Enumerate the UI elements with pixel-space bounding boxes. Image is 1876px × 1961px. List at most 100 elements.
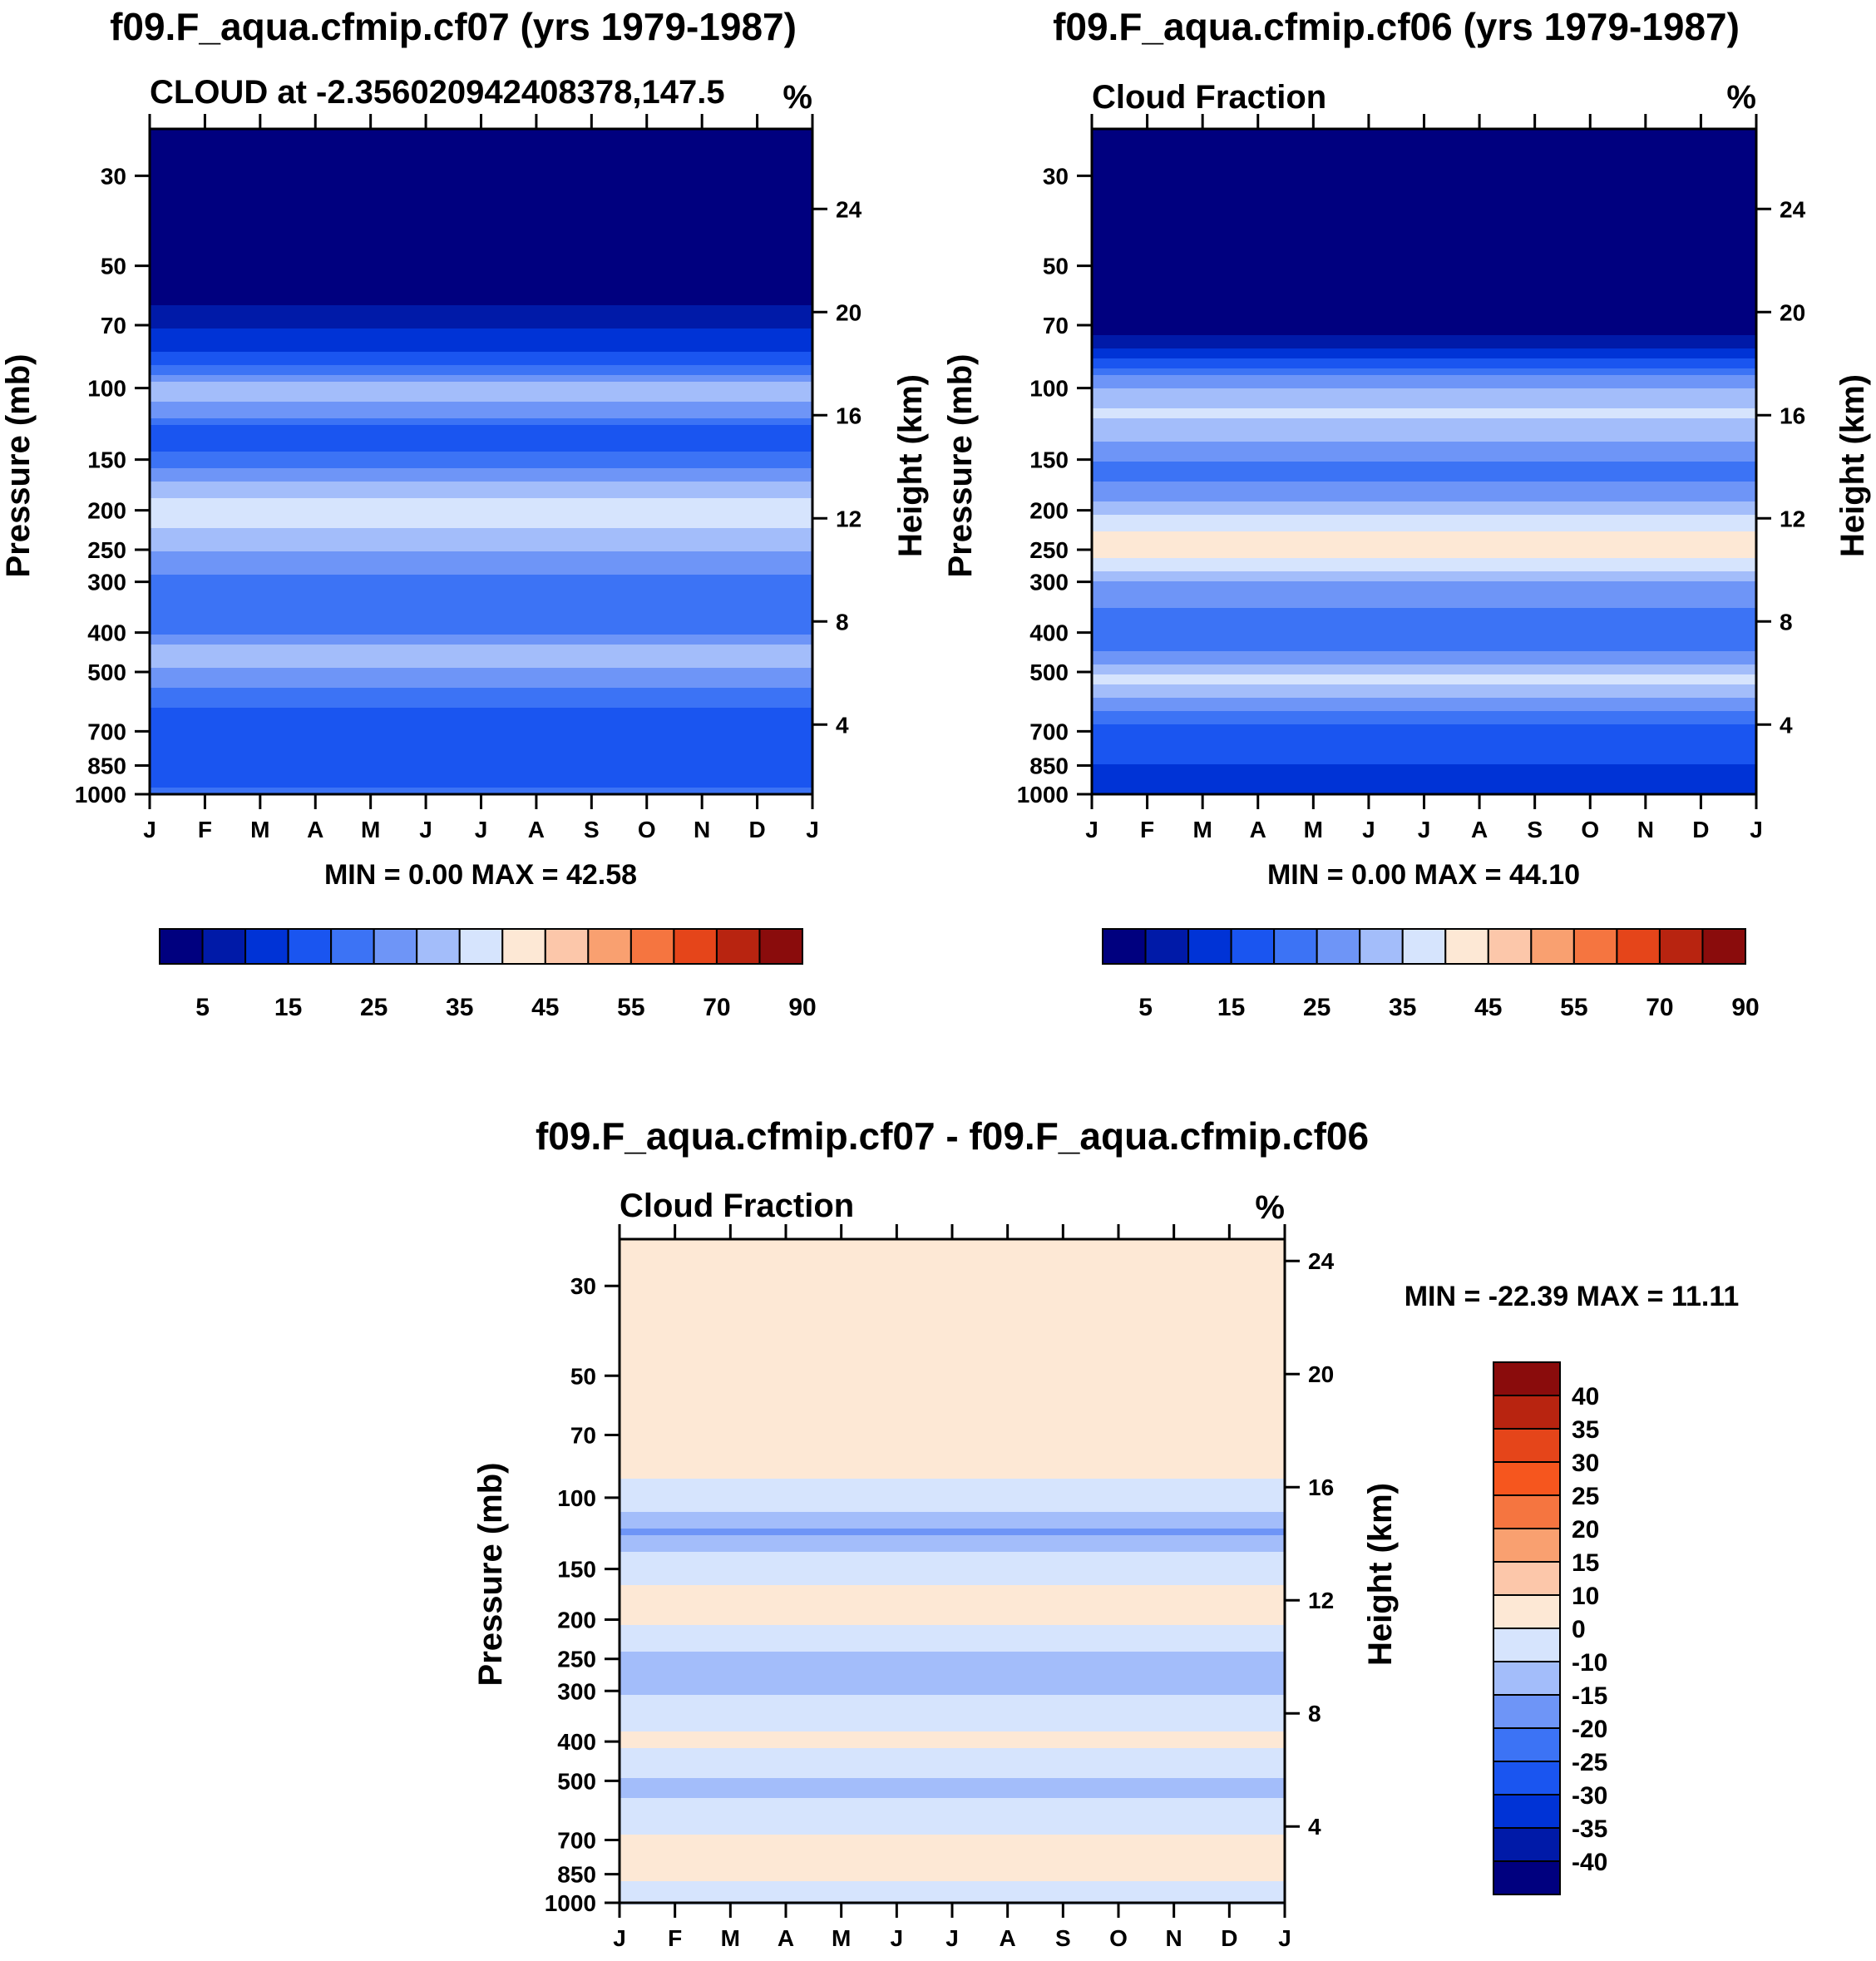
contour-band — [150, 392, 812, 396]
contour-band — [150, 468, 812, 472]
contour-band — [150, 711, 812, 715]
contour-band — [150, 292, 812, 296]
y2-tick-label: 20 — [836, 299, 861, 325]
colorbar-label: 5 — [1138, 994, 1153, 1021]
contour-band — [620, 1618, 1285, 1623]
contour-band — [1092, 698, 1756, 702]
contour-band — [1092, 674, 1756, 679]
contour-band — [620, 1595, 1285, 1599]
contour-band — [620, 1598, 1285, 1603]
y-tick-label: 850 — [1029, 753, 1069, 779]
contour-band — [1092, 315, 1756, 319]
contour-band — [150, 645, 812, 649]
contour-band — [1092, 482, 1756, 486]
contour-band — [1092, 728, 1756, 732]
contour-band — [620, 1382, 1285, 1386]
contour-band — [1092, 239, 1756, 243]
contour-band — [620, 1319, 1285, 1323]
contour-band — [1092, 398, 1756, 403]
colorbar-label: -30 — [1572, 1782, 1607, 1810]
colorbar-box — [629, 928, 675, 965]
panel-difference: f09.F_aqua.cfmip.cf07 - f09.F_aqua.cfmip… — [472, 1114, 1739, 1951]
contour-band — [1092, 195, 1756, 200]
contour-band — [150, 382, 812, 386]
contour-band — [150, 172, 812, 176]
colorbar-box — [1493, 1528, 1561, 1563]
contour-band — [1092, 774, 1756, 778]
contour-band — [150, 342, 812, 346]
contour-band — [620, 1435, 1285, 1440]
contour-band — [150, 338, 812, 343]
contour-band — [150, 345, 812, 349]
contour-band — [150, 478, 812, 482]
colorbar-box — [1102, 928, 1147, 965]
contour-band — [1092, 754, 1756, 758]
contour-band — [150, 482, 812, 486]
contour-band — [620, 1838, 1285, 1842]
colorbar-box — [1493, 1661, 1561, 1696]
contour-band — [620, 1868, 1285, 1872]
y2-tick-label: 8 — [1308, 1701, 1321, 1726]
y-tick-label: 500 — [1029, 659, 1069, 685]
contour-band — [150, 545, 812, 549]
contour-band — [150, 631, 812, 635]
y2-tick-label: 12 — [1308, 1588, 1334, 1613]
y-tick-label: 300 — [1029, 570, 1069, 595]
contour-band — [1092, 595, 1756, 599]
contour-band — [1092, 225, 1756, 230]
contour-band — [1092, 215, 1756, 220]
contour-band — [620, 1332, 1285, 1336]
colorbar-box — [1701, 928, 1747, 965]
contour-band — [1092, 172, 1756, 176]
x-tick-label: J — [891, 1925, 904, 1951]
contour-band — [620, 1778, 1285, 1782]
contour-band — [620, 1415, 1285, 1420]
contour-band — [150, 129, 812, 133]
contour-band — [1092, 132, 1756, 136]
contour-band — [1092, 751, 1756, 755]
contour-band — [150, 501, 812, 506]
contour-band — [620, 1715, 1285, 1719]
contour-band — [620, 1795, 1285, 1799]
colorbar-box — [501, 928, 546, 965]
y-tick-label: 150 — [87, 447, 126, 473]
y2-tick-label: 24 — [1308, 1248, 1335, 1274]
contour-band — [1092, 455, 1756, 459]
contour-band — [150, 635, 812, 639]
contour-band — [1092, 232, 1756, 236]
contour-band — [150, 498, 812, 502]
contour-band — [620, 1871, 1285, 1875]
contour-band — [150, 388, 812, 393]
contour-band — [1092, 139, 1756, 143]
contour-band — [1092, 491, 1756, 496]
contour-band — [150, 289, 812, 293]
x-tick-label: J — [1085, 817, 1098, 842]
contour-band — [1092, 518, 1756, 522]
y-axis-label: Pressure (mb) — [0, 354, 37, 578]
contour-band — [620, 1708, 1285, 1712]
contour-band — [620, 1645, 1285, 1649]
colorbar-box — [458, 928, 504, 965]
contour-band — [150, 328, 812, 333]
colorbar: 5 15 25 35 45 55 70 90 — [1102, 928, 1760, 1021]
colorbar-label: 35 — [1389, 994, 1416, 1021]
contour-band — [150, 325, 812, 329]
contour-band — [150, 219, 812, 223]
contour-band — [620, 1761, 1285, 1766]
contour-band — [150, 791, 812, 795]
contour-band — [1092, 136, 1756, 140]
contour-band — [1092, 185, 1756, 190]
contour-band — [620, 1272, 1285, 1277]
contour-band — [1092, 285, 1756, 289]
contour-band — [620, 1642, 1285, 1646]
contour-band — [150, 205, 812, 210]
chart-subtitle: CLOUD at -2.356020942408378,147.5 — [150, 74, 725, 111]
contour-band — [620, 1692, 1285, 1696]
contour-band — [150, 648, 812, 652]
colorbar-box — [673, 928, 718, 965]
contour-band — [150, 362, 812, 366]
contour-band — [1092, 575, 1756, 579]
contour-band — [150, 728, 812, 732]
contour-band — [150, 674, 812, 679]
contour-band — [620, 1552, 1285, 1556]
